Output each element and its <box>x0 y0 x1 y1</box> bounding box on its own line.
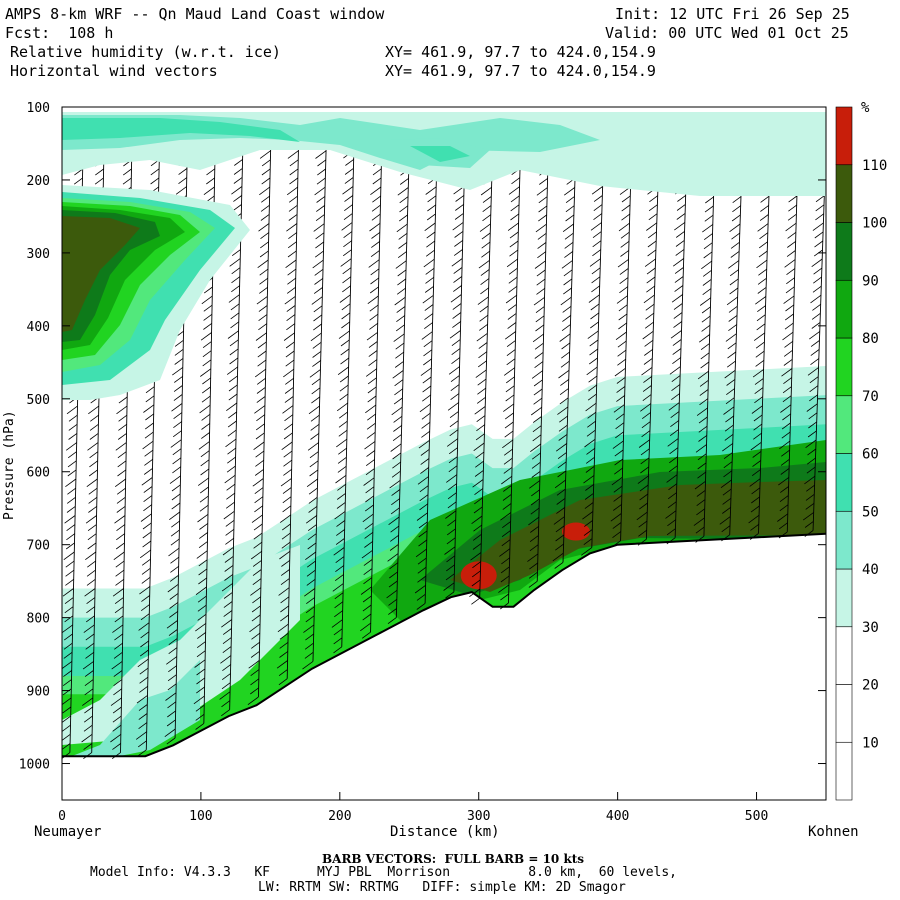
x-axis-label: Distance (km) <box>390 824 500 840</box>
y-tick-label: 400 <box>27 320 50 335</box>
colorbar-segment <box>835 279 853 339</box>
colorbar-label: 50 <box>862 504 879 520</box>
start-station-label: Neumayer <box>34 824 102 840</box>
rh-left-40 <box>62 660 200 770</box>
colorbar-label: 60 <box>862 447 879 463</box>
init-time: Init: 12 UTC Fri 26 Sep 25 <box>615 5 850 23</box>
wind-barb-staff <box>536 114 550 582</box>
y-tick-label: 300 <box>27 247 50 262</box>
colorbar-segment <box>835 106 853 166</box>
x-tick-label: 100 <box>189 809 212 824</box>
colorbar-unit: % <box>861 100 870 116</box>
y-axis-label: Pressure (hPa) <box>2 410 17 520</box>
y-tick-label: 900 <box>27 685 50 700</box>
y-tick-label: 1000 <box>19 758 50 773</box>
rh-pocket-2 <box>561 522 590 541</box>
wind-barb-staff <box>370 114 383 633</box>
wind-barb-staff <box>341 114 356 647</box>
colorbar-label: 70 <box>862 389 879 405</box>
rh-upper-50b <box>410 146 470 162</box>
rh-upper-50 <box>62 118 300 142</box>
x-tick-label: 300 <box>467 809 490 824</box>
x-tick-label: 400 <box>606 809 629 824</box>
colorbar-segment <box>835 626 853 685</box>
colorbar-label: 90 <box>862 273 879 289</box>
wind-barb-column <box>302 113 328 670</box>
model-info: Model Info: V4.3.3 KF MYJ PBL Morrison 8… <box>90 865 677 880</box>
colorbar-label: 110 <box>862 158 887 174</box>
colorbar-segment <box>835 164 853 223</box>
plot-title: AMPS 8-km WRF -- Qn Maud Land Coast wind… <box>5 5 385 23</box>
y-tick-label: 500 <box>27 393 50 408</box>
plot-frame <box>61 106 827 801</box>
x-tick-label: 200 <box>328 809 351 824</box>
wind-barb-staff <box>562 114 578 563</box>
valid-time: Valid: 00 UTC Wed 01 Oct 25 <box>605 24 849 42</box>
field-1-xy: XY= 461.9, 97.7 to 424.0,154.9 <box>385 43 656 61</box>
rh-low-100 <box>450 480 826 592</box>
colorbar-segment <box>835 395 853 454</box>
wind-barb-column <box>498 113 522 610</box>
y-tick-label: 100 <box>27 101 50 116</box>
wind-barb-column <box>276 113 300 686</box>
colorbar-label: 20 <box>862 678 879 694</box>
end-station-label: Kohnen <box>808 824 859 840</box>
colorbar-label: 100 <box>862 216 887 232</box>
terrain-fill <box>62 533 826 800</box>
y-tick-label: 200 <box>27 174 50 189</box>
barb-note: BARB VECTORS: FULL BARB = 10 kts <box>322 852 585 866</box>
colorbar-segment <box>835 337 853 397</box>
colorbar-segment <box>835 568 853 628</box>
rh-plume-100 <box>62 216 140 332</box>
wind-barb-staff <box>479 114 495 599</box>
colorbar-segment <box>835 222 853 281</box>
colorbar-label: 10 <box>862 735 879 751</box>
rh-pocket-1 <box>460 561 497 590</box>
x-tick-label: 500 <box>745 809 768 824</box>
colorbar-label: 40 <box>862 562 879 578</box>
colorbar-segment <box>835 453 853 512</box>
wind-barb-staff <box>395 114 411 618</box>
field-1-name: Relative humidity (w.r.t. ice) <box>10 43 281 61</box>
y-tick-label: 700 <box>27 539 50 554</box>
wind-barb-staff <box>453 114 467 592</box>
y-tick-label: 600 <box>27 466 50 481</box>
colorbar-segment <box>835 684 853 743</box>
field-2-xy: XY= 461.9, 97.7 to 424.0,154.9 <box>385 62 656 80</box>
colorbar-segment <box>835 510 853 570</box>
physics-info: LW: RRTM SW: RRTMG DIFF: simple KM: 2D S… <box>258 880 626 895</box>
colorbar-segment <box>835 741 853 801</box>
forecast-hour: Fcst: 108 h <box>5 24 114 42</box>
x-tick-label: 0 <box>58 809 66 824</box>
field-2-name: Horizontal wind vectors <box>10 62 218 80</box>
surface-line <box>62 532 826 758</box>
colorbar-label: 80 <box>862 331 879 347</box>
y-tick-label: 800 <box>27 612 50 627</box>
colorbar-label: 30 <box>862 620 879 636</box>
